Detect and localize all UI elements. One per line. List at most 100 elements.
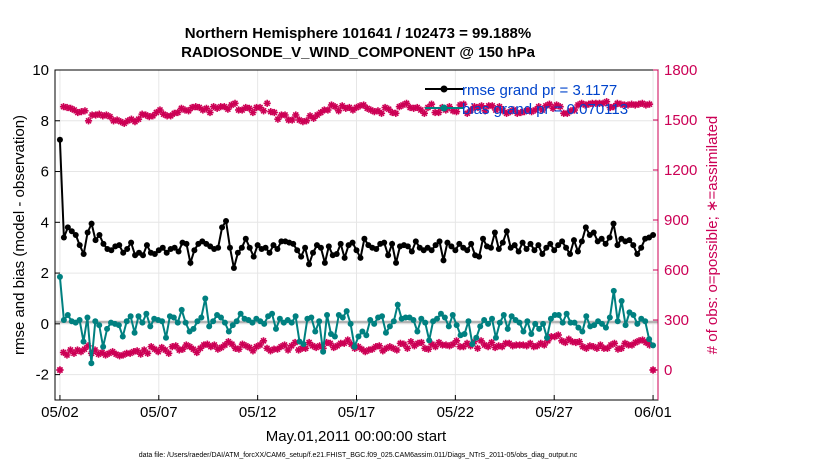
bias-point	[496, 319, 503, 326]
left-y-axis-ticks: -2 0 2 4 6 8 10	[32, 62, 60, 384]
rmse-point	[570, 237, 577, 244]
legend-rmse-label: rmse grand pr = 3.1177	[462, 82, 617, 99]
bias-point	[453, 322, 460, 329]
bias-point	[320, 348, 327, 355]
right-y-axis-label: # of obs: o=possible; ∗=assimilated	[704, 116, 721, 355]
bias-point	[217, 314, 224, 321]
bias-point	[135, 313, 142, 320]
star-stroke	[292, 111, 299, 119]
rmse-point	[448, 243, 455, 250]
obs-possible-marker	[302, 117, 311, 125]
rmse-point	[349, 239, 356, 246]
obs-possible-marker	[603, 98, 611, 106]
star-stroke	[611, 340, 618, 347]
star-stroke	[106, 113, 114, 120]
bias-point	[434, 315, 441, 322]
star-stroke	[206, 109, 214, 116]
rmse-point	[606, 234, 613, 241]
bias-point	[489, 315, 496, 322]
obs-possible-marker	[481, 107, 489, 115]
star-stroke	[428, 341, 436, 348]
left-y-tick-label: -2	[36, 367, 49, 384]
rmse-point	[531, 247, 538, 254]
star-stroke	[162, 346, 169, 354]
rmse-point	[116, 242, 123, 249]
rmse-point	[630, 242, 637, 249]
bias-point	[485, 320, 492, 327]
bias-point	[481, 317, 488, 324]
obs-assimilated-marker	[628, 341, 636, 349]
bias-point	[56, 273, 63, 280]
obs-assimilated-marker	[144, 349, 152, 357]
bias-point	[445, 323, 452, 330]
obs-possible-marker	[134, 115, 143, 123]
rmse-point	[408, 248, 415, 255]
bias-point	[147, 323, 154, 330]
obs-possible-marker	[202, 104, 211, 112]
bias-point	[528, 331, 535, 337]
star-stroke	[621, 340, 629, 347]
star-stroke	[81, 107, 89, 114]
star-stroke	[281, 341, 288, 349]
legend-bias-label: bias grand pr = 0.070113	[462, 101, 628, 118]
bias-point	[437, 310, 444, 317]
obs-possible-marker	[610, 103, 618, 111]
rmse-point	[254, 242, 261, 249]
bias-point	[261, 320, 268, 327]
rmse-point	[476, 253, 483, 260]
bias-point	[575, 324, 582, 331]
obs-possible-marker	[570, 106, 579, 114]
obs-possible-marker	[184, 107, 193, 115]
rmse-point	[250, 253, 257, 260]
star-stroke	[346, 104, 353, 111]
rmse-point	[333, 251, 340, 258]
rmse-point	[108, 247, 115, 254]
x-tick-label: 06/01	[634, 404, 672, 421]
obs-possible-marker	[231, 99, 239, 107]
rmse-point	[124, 245, 131, 252]
rmse-point	[219, 224, 226, 231]
bias-point	[473, 334, 480, 341]
bias-point	[347, 320, 354, 327]
obs-assimilated-marker	[554, 331, 562, 339]
star-stroke	[296, 116, 303, 124]
star-stroke	[414, 104, 421, 111]
rmse-point	[567, 251, 574, 258]
obs-possible-marker	[260, 107, 268, 115]
x-tick-label: 05/22	[437, 404, 475, 421]
rmse-point	[96, 232, 103, 238]
rmse-point	[385, 252, 392, 259]
star-stroke	[281, 111, 289, 119]
bias-point	[178, 306, 185, 313]
star-stroke	[96, 111, 103, 118]
star-stroke	[417, 106, 424, 114]
star-stroke	[221, 103, 228, 110]
star-stroke	[302, 345, 309, 352]
rmse-point	[159, 244, 166, 251]
obs-assimilated-marker	[280, 341, 289, 349]
star-stroke	[478, 102, 485, 109]
star-stroke	[328, 101, 335, 109]
bias-point	[461, 331, 468, 337]
star-stroke	[303, 117, 310, 124]
star-stroke	[306, 339, 313, 346]
obs-assimilated-marker	[228, 340, 236, 348]
left-y-tick-label: 4	[41, 214, 49, 231]
star-stroke	[204, 341, 211, 348]
star-stroke	[392, 110, 399, 117]
rmse-point	[230, 265, 237, 271]
left-y-tick-label: 8	[41, 113, 49, 130]
star-stroke	[74, 346, 81, 354]
rmse-point	[223, 218, 230, 225]
bias-point	[630, 311, 637, 318]
star-stroke	[590, 343, 597, 350]
rmse-point	[468, 240, 475, 247]
rmse-point	[171, 244, 178, 251]
right-y-tick-label: 1500	[664, 112, 697, 129]
star-stroke	[537, 340, 544, 347]
star-stroke	[496, 103, 503, 110]
bias-point	[88, 360, 95, 367]
bias-point	[343, 308, 350, 315]
rmse-point	[428, 247, 435, 254]
bias-point	[174, 319, 181, 326]
